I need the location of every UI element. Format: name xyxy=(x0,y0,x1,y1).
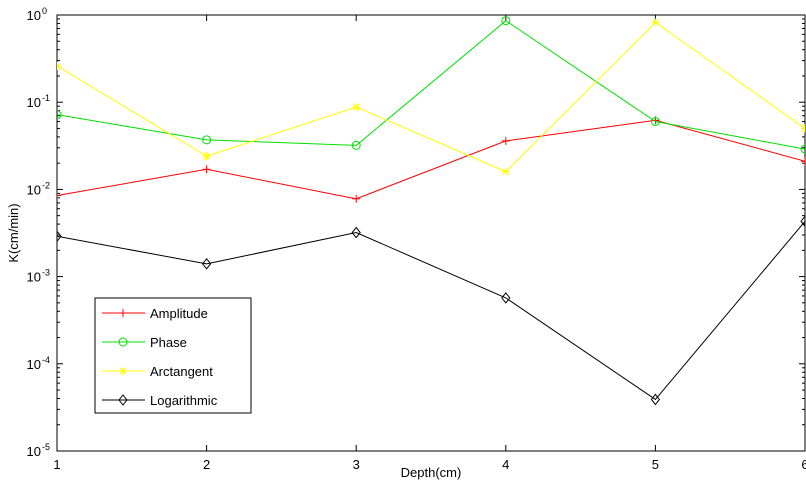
x-tick-label: 3 xyxy=(353,457,360,472)
y-tick-label: 10 xyxy=(27,182,41,197)
plus-marker xyxy=(801,157,805,166)
y-tick-exponent: -3 xyxy=(42,268,50,278)
star-marker xyxy=(501,167,510,176)
circle-marker xyxy=(800,144,805,154)
series-arctangent xyxy=(57,18,805,176)
marker-stroke xyxy=(801,127,805,132)
legend-item-arctangent: Arctangent xyxy=(102,364,213,379)
diamond-marker xyxy=(57,230,62,243)
diamond-marker xyxy=(118,394,128,406)
series-line-arctangent xyxy=(57,21,805,173)
marker-stroke xyxy=(57,62,61,67)
circle-marker xyxy=(118,337,128,347)
circle-marker xyxy=(202,135,212,145)
circle-marker xyxy=(501,16,511,26)
legend-label: Amplitude xyxy=(150,306,208,321)
legend-item-phase: Phase xyxy=(102,335,187,350)
series-line-logarithmic xyxy=(57,221,805,401)
marker-stroke xyxy=(801,125,805,130)
legend-label: Arctangent xyxy=(150,364,213,379)
plus-marker xyxy=(202,165,211,174)
marker-stroke xyxy=(57,65,61,70)
x-axis-label: Depth(cm) xyxy=(401,465,462,480)
series-line-phase xyxy=(57,20,805,150)
plus-marker xyxy=(119,309,127,317)
legend-item-logarithmic: Logarithmic xyxy=(102,393,218,408)
y-tick-exponent: -2 xyxy=(42,180,50,190)
y-tick-exponent: 0 xyxy=(42,6,47,16)
circle-marker xyxy=(57,110,62,120)
y-tick-label: 10 xyxy=(27,444,41,459)
star-marker xyxy=(651,18,660,27)
y-tick-label: 10 xyxy=(27,270,41,285)
y-tick-label: 10 xyxy=(27,357,41,372)
star-marker xyxy=(801,124,805,133)
y-tick-exponent: -1 xyxy=(42,93,50,103)
y-tick-base: 10 xyxy=(27,182,41,197)
x-tick-label: 5 xyxy=(652,457,659,472)
diamond-marker xyxy=(351,226,361,239)
marker-stroke xyxy=(203,152,210,160)
star-marker xyxy=(119,367,127,375)
diamond-marker xyxy=(501,292,511,304)
y-tick-exponent: -5 xyxy=(42,442,50,452)
series-layer xyxy=(57,16,805,406)
y-tick-base: 10 xyxy=(27,95,41,110)
x-tick-label: 6 xyxy=(801,457,806,472)
legend-box xyxy=(94,297,252,414)
marker-stroke xyxy=(119,367,127,375)
y-tick-label: 10 xyxy=(27,8,41,23)
legend-label: Logarithmic xyxy=(150,393,218,408)
y-tick-base: 10 xyxy=(27,357,41,372)
legend-label: Phase xyxy=(150,335,187,350)
plus-marker xyxy=(57,191,61,200)
diamond-marker xyxy=(800,215,805,228)
circle-marker xyxy=(650,117,660,127)
marker-stroke xyxy=(652,19,659,26)
diamond-marker xyxy=(201,258,212,270)
x-tick-label: 1 xyxy=(53,457,60,472)
y-tick-base: 10 xyxy=(27,444,41,459)
y-tick-exponent: -4 xyxy=(42,355,50,365)
plus-marker xyxy=(501,136,510,145)
x-tick-label: 2 xyxy=(203,457,210,472)
marker-stroke xyxy=(502,168,510,175)
series-logarithmic xyxy=(57,215,805,406)
series-phase xyxy=(57,16,805,154)
plus-marker xyxy=(352,194,361,203)
star-marker xyxy=(352,103,361,112)
y-axis-label: K(cm/min) xyxy=(6,203,21,262)
y-tick-base: 10 xyxy=(27,8,41,23)
legend: Amplitude Phase Arctangent Logarithmic xyxy=(94,297,252,414)
circle-marker xyxy=(351,140,361,150)
x-tick-label: 4 xyxy=(502,457,509,472)
diamond-marker xyxy=(650,393,661,406)
y-tick-base: 10 xyxy=(27,270,41,285)
marker-stroke xyxy=(352,103,360,111)
series-amplitude xyxy=(57,116,805,203)
legend-item-amplitude: Amplitude xyxy=(102,306,208,321)
y-tick-label: 10 xyxy=(27,95,41,110)
star-marker xyxy=(57,62,61,71)
star-marker xyxy=(202,152,211,161)
series-line-amplitude xyxy=(57,119,805,200)
